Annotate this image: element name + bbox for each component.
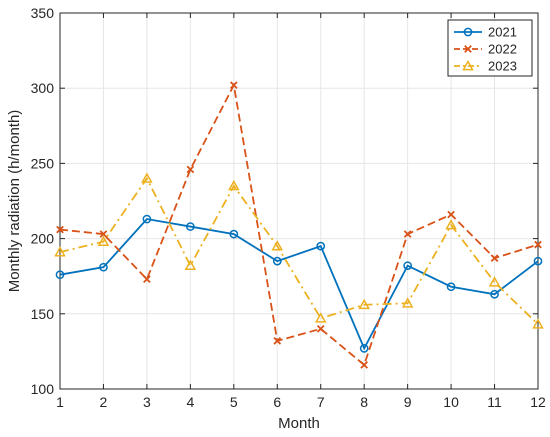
- data-point: [186, 165, 195, 174]
- data-point: [56, 225, 64, 234]
- data-point: [490, 254, 499, 262]
- series-line-2023: [59, 176, 539, 325]
- x-axis-title: Month: [278, 415, 320, 432]
- series-2021: [55, 214, 543, 353]
- data-point: [143, 275, 151, 284]
- data-point: [533, 256, 543, 266]
- legend-box: [447, 19, 533, 77]
- data-point: [229, 81, 238, 90]
- y-tick-label: 350: [31, 5, 55, 21]
- data-point: [184, 259, 197, 271]
- x-tick-label: 7: [317, 394, 325, 410]
- legend-item-2023: 2023: [454, 59, 517, 74]
- legend-item-2022: 2022: [454, 42, 517, 57]
- grid: [59, 12, 539, 390]
- data-point: [271, 240, 284, 251]
- x-tick-label: 5: [230, 394, 238, 410]
- data-point: [403, 261, 412, 271]
- data-point: [359, 344, 369, 353]
- legend-marker: [462, 59, 474, 71]
- plot-area-border: [59, 12, 539, 390]
- x-tick-label: 2: [100, 394, 108, 410]
- data-point: [314, 312, 327, 323]
- x-tick-label: 12: [530, 394, 546, 410]
- series-line-2022: [59, 82, 539, 367]
- data-point: [273, 337, 282, 345]
- x-tick-label: 10: [443, 394, 459, 410]
- y-tick-label: 150: [31, 306, 55, 322]
- data-point: [358, 298, 370, 310]
- data-point: [142, 214, 152, 224]
- data-point: [532, 318, 544, 329]
- series-2023: [54, 172, 544, 329]
- series-group: [54, 81, 544, 369]
- data-point: [445, 219, 457, 230]
- data-point: [446, 282, 456, 292]
- x-tick-label: 1: [56, 394, 64, 410]
- data-point: [316, 325, 325, 333]
- series-line-2021: [59, 218, 539, 351]
- x-tick-label: 11: [487, 394, 502, 410]
- data-point: [229, 229, 239, 239]
- data-point: [272, 256, 282, 266]
- data-point: [228, 179, 240, 191]
- legend-label: 2022: [488, 42, 517, 57]
- data-point: [488, 276, 501, 287]
- y-tick-label: 100: [31, 381, 55, 397]
- y-tick-label: 200: [31, 231, 55, 247]
- legend-marker: [464, 45, 472, 53]
- data-point: [316, 241, 326, 251]
- data-point: [99, 230, 108, 238]
- legend: 2021 2022 2023: [447, 19, 533, 77]
- data-point: [534, 240, 542, 249]
- data-point: [360, 361, 369, 369]
- y-tick-label: 250: [31, 155, 55, 171]
- series-2022: [56, 81, 542, 369]
- x-tick-label: 4: [186, 394, 194, 410]
- legend-label: 2021: [488, 25, 517, 40]
- data-point: [447, 210, 455, 219]
- y-axis-title: Monthly radiation (h/month): [6, 110, 23, 293]
- x-tick-label: 6: [273, 394, 281, 410]
- x-tick-label: 9: [404, 394, 412, 410]
- data-point: [186, 222, 195, 231]
- x-tick-label: 3: [143, 394, 151, 410]
- data-point: [403, 230, 412, 238]
- legend-item-2021: 2021: [454, 25, 517, 40]
- x-tick-label: 8: [360, 394, 368, 410]
- data-point: [55, 270, 65, 280]
- data-point: [490, 289, 499, 299]
- data-point: [54, 246, 66, 257]
- legend-label: 2023: [488, 59, 517, 74]
- y-tick-label: 300: [31, 80, 55, 96]
- data-point: [99, 262, 108, 272]
- data-point: [401, 297, 414, 308]
- data-point: [97, 235, 110, 246]
- data-point: [141, 172, 153, 183]
- legend-marker: [463, 27, 473, 37]
